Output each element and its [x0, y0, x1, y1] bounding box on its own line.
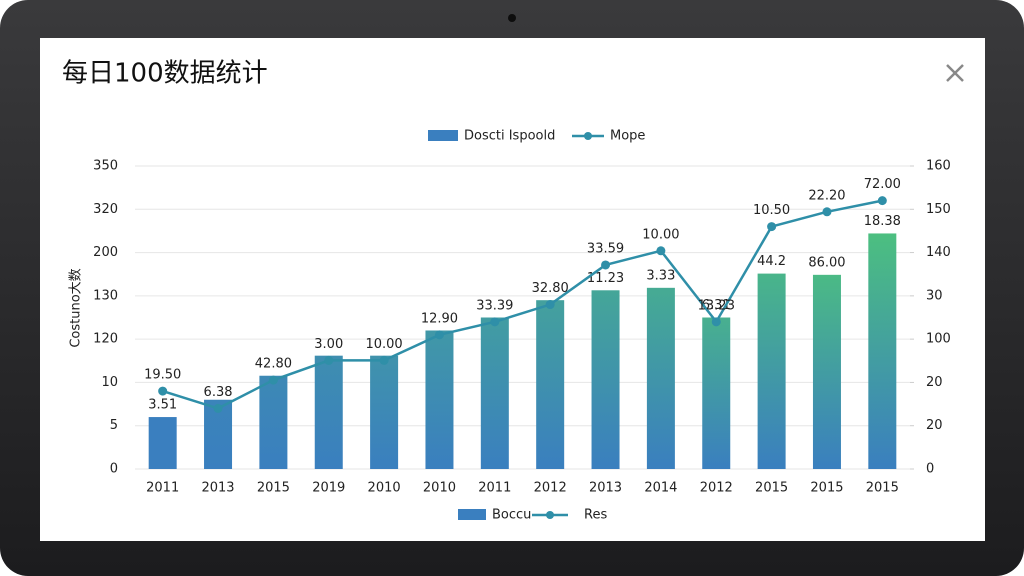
y2-tick-label: 20 [926, 418, 943, 433]
y-tick-label: 130 [93, 288, 118, 303]
bar-label: 3.33 [646, 268, 675, 283]
x-tick-label: 2011 [146, 481, 179, 496]
line-point [158, 386, 168, 396]
x-tick-label: 2015 [755, 481, 788, 496]
x-tick-label: 2011 [478, 481, 511, 496]
x-tick-label: 2010 [368, 481, 401, 496]
line-point [656, 246, 666, 256]
y2-tick-label: 140 [926, 245, 951, 260]
point-label: 72.00 [864, 177, 901, 192]
legend-label: Boccu [492, 508, 531, 523]
legend-label: Mope [610, 129, 645, 144]
legend-swatch [584, 132, 592, 140]
bar [646, 287, 675, 469]
x-tick-label: 2013 [201, 481, 234, 496]
line-point [877, 196, 887, 206]
point-label: 33.39 [476, 298, 513, 313]
y-tick-label: 120 [93, 332, 118, 347]
point-label: 19.50 [144, 368, 181, 383]
line-point [767, 222, 777, 232]
y-axis-label: Costuno大数 [69, 268, 84, 347]
bar [480, 317, 509, 469]
camera [508, 14, 516, 22]
bar [757, 273, 786, 469]
y2-tick-label: 0 [926, 462, 934, 477]
bar [148, 417, 177, 469]
legend-label: Doscti Ispoold [464, 129, 555, 144]
point-label: 22.20 [808, 188, 845, 203]
bar [868, 233, 897, 469]
point-label: 6.38 [204, 385, 233, 400]
y-tick-label: 10 [101, 375, 118, 390]
plot: 0 5 10 120 130 200 320 350 0 20 20 100 30 140 150 160 20… [93, 129, 951, 523]
x-tick-label: 2015 [810, 481, 843, 496]
x-tick-label: 2012 [700, 481, 733, 496]
legend-swatch [546, 511, 554, 519]
point-label: 42.80 [255, 357, 292, 372]
x-tick-label: 2012 [534, 481, 567, 496]
x-tick-label: 2014 [644, 481, 677, 496]
chart-title: 每日100数据统计 [62, 59, 268, 89]
bar [702, 317, 731, 469]
point-label: 12.90 [421, 311, 458, 326]
line-point [379, 355, 389, 365]
legend-label: Res [584, 508, 607, 523]
point-label: 13.2З [698, 298, 735, 313]
y-tick-label: 350 [93, 159, 118, 174]
line-point [324, 355, 334, 365]
bar [314, 355, 343, 469]
y2-tick-label: 20 [926, 375, 943, 390]
y-tick-label: 5 [110, 418, 118, 433]
point-label: 3.00 [314, 337, 343, 352]
line-point [601, 260, 611, 270]
y2-tick-label: 30 [926, 288, 943, 303]
x-tick-label: 2015 [257, 481, 290, 496]
bar-label: 3.51 [148, 398, 177, 413]
x-tick-label: 2019 [312, 481, 345, 496]
line [162, 199, 883, 410]
line-point [822, 207, 832, 217]
point-label: 33.59 [587, 241, 624, 256]
y-tick-label: 320 [93, 202, 118, 217]
bar [370, 355, 399, 469]
bar [536, 300, 565, 469]
y2-tick-label: 160 [926, 159, 951, 174]
legend-swatch [458, 509, 486, 520]
point-label: 10.00 [365, 337, 402, 352]
point-label: 10.50 [753, 203, 790, 218]
bar-label: 44.2 [757, 254, 786, 269]
line-point [268, 375, 278, 385]
bar [425, 330, 454, 469]
x-tick-label: 2013 [589, 481, 622, 496]
bar-label: 86.00 [808, 255, 845, 270]
line-point [213, 403, 223, 413]
point-label: 32.80 [532, 281, 569, 296]
bar-label: 18.38 [864, 214, 901, 229]
line-point [490, 317, 500, 327]
y-tick-label: 0 [110, 462, 118, 477]
line-point [711, 317, 721, 327]
x-tick-label: 2015 [866, 481, 899, 496]
bar [812, 274, 841, 469]
y2-tick-label: 100 [926, 332, 951, 347]
legend-swatch [428, 130, 458, 141]
x-tick-label: 2010 [423, 481, 456, 496]
bar [259, 375, 288, 469]
screen [40, 38, 985, 541]
bar-label: 11.23 [587, 271, 624, 286]
bar [591, 290, 620, 469]
point-label: 10.00 [642, 227, 679, 242]
line-point [434, 330, 444, 340]
line-point [545, 300, 555, 310]
y-tick-label: 200 [93, 245, 118, 260]
close-button[interactable] [946, 64, 964, 82]
y2-tick-label: 150 [926, 202, 951, 217]
